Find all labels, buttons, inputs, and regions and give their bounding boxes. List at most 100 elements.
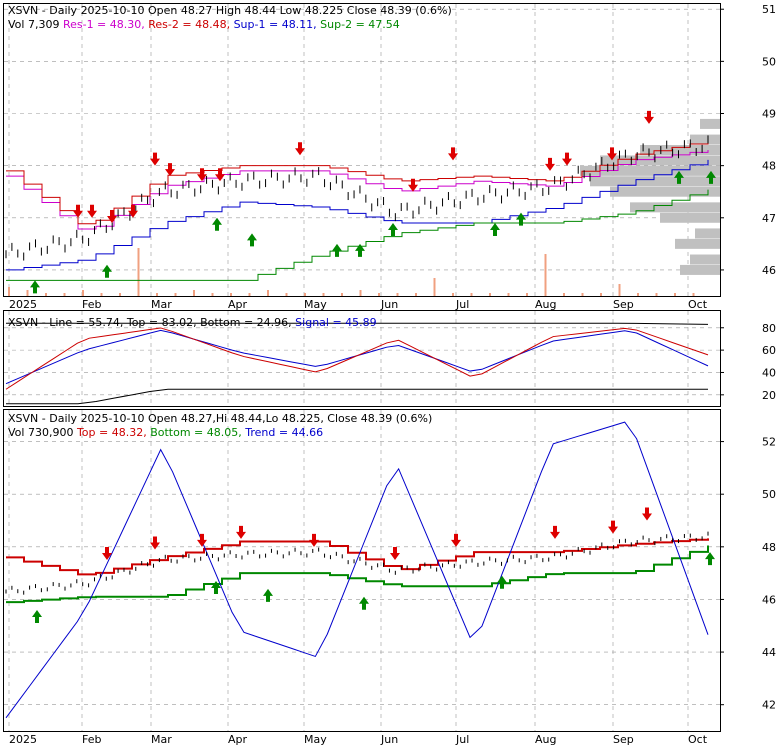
top-panel-header-1: XSVN - Daily 2025-10-10 Open 48.27 High … [8, 4, 452, 17]
bottom-panel-header-1: XSVN - Daily 2025-10-10 Open 48.27,Hi 48… [8, 412, 432, 425]
down-arrow [197, 168, 207, 182]
volume-profile-bar [660, 212, 720, 223]
x-tick-label: Feb [82, 298, 101, 311]
volume-bar [156, 293, 158, 296]
volume-bar [507, 293, 510, 296]
volume-profile-bar [695, 228, 720, 239]
bottom-ytick-label: 46 [762, 593, 776, 606]
up-arrow [388, 223, 398, 236]
volume-bar [119, 293, 121, 296]
volume-bar [248, 293, 251, 296]
volume-bar [581, 293, 584, 296]
top-ytick-label: 47 [762, 212, 776, 225]
volume-bar [174, 293, 177, 296]
down-arrow [102, 546, 112, 560]
volume-bar [618, 284, 621, 296]
header-part: Signal = 45.89 [292, 316, 377, 329]
top-ytick-label: 46 [762, 264, 776, 277]
x-tick-label: Jun [380, 298, 398, 311]
down-arrow [107, 210, 117, 223]
header-part: Res-2 = 48.48, [145, 18, 230, 31]
x-tick-label: Jul [455, 733, 469, 745]
down-arrow [642, 507, 652, 521]
bottom-panel-frame [3, 409, 721, 732]
volume-bar [415, 293, 417, 296]
header-part: Top = 48.32, [73, 426, 146, 439]
down-arrow [150, 152, 160, 166]
down-arrow [309, 533, 319, 547]
down-arrow [390, 546, 400, 560]
down-arrow [644, 110, 654, 124]
up-arrow [211, 581, 221, 595]
middle-ytick-label: 40 [762, 366, 776, 379]
header-part: Vol 7,309 [8, 18, 59, 31]
bottom-level-line [6, 545, 709, 604]
volume-bar [544, 254, 547, 296]
up-arrow [516, 212, 526, 226]
volume-bar [600, 293, 602, 296]
header-part: Top = 83.02, [123, 316, 196, 329]
x-tick-label: Mar [151, 298, 172, 311]
volume-bar [452, 293, 454, 296]
volume-profile-bar [610, 186, 720, 197]
down-arrow [408, 178, 418, 192]
up-arrow [497, 575, 507, 589]
down-arrow [150, 536, 160, 550]
volume-profile-bar [600, 155, 720, 166]
header-part: Vol 730,900 [8, 426, 73, 439]
down-arrow [215, 168, 225, 182]
x-tick-label: Feb [82, 733, 101, 745]
volume-bar [433, 278, 436, 296]
bottom-panel-header-2: Vol 730,900 Top = 48.32, Bottom = 48.05,… [8, 426, 323, 439]
x-tick-label: May [304, 298, 327, 311]
up-arrow [263, 588, 273, 602]
top-ytick-label: 48 [762, 160, 776, 173]
down-arrow [295, 142, 305, 156]
x-tick-label: Aug [535, 733, 556, 745]
down-arrow [197, 533, 207, 547]
volume-profile-bar [590, 176, 720, 187]
oscillator-line [5, 327, 709, 390]
bottom-ytick-label: 44 [762, 646, 776, 659]
down-arrow [128, 204, 138, 218]
volume-bar [230, 293, 232, 296]
bottom-ytick-label: 50 [762, 488, 776, 501]
up-arrow [355, 243, 365, 257]
up-arrow [332, 243, 342, 257]
volume-bar [359, 290, 362, 296]
volume-bar [637, 293, 639, 296]
top-panel-frame [3, 3, 721, 297]
bottom-ytick-label: 42 [762, 699, 776, 712]
top-band-line [6, 322, 709, 325]
header-part: Res-1 = 48.30, [59, 18, 144, 31]
bottom-band-line [6, 388, 709, 405]
signal-line [5, 329, 709, 385]
volume-profile-bar [690, 254, 720, 265]
volume-bar [378, 293, 380, 296]
x-tick-label: Oct [688, 733, 708, 745]
down-arrow [236, 525, 246, 539]
x-tick-label: Jun [380, 733, 398, 745]
volume-bar [341, 293, 343, 296]
volume-bar [563, 293, 565, 296]
volume-bar [692, 293, 695, 296]
middle-ytick-label: 20 [762, 389, 776, 402]
middle-ytick-label: 60 [762, 344, 776, 357]
top-panel-header-2: Vol 7,309 Res-1 = 48.30, Res-2 = 48.48, … [8, 18, 400, 31]
volume-profile-bar [640, 145, 720, 155]
x-tick-label: Aug [535, 298, 556, 311]
up-arrow [30, 280, 40, 294]
x-tick-label: Sep [613, 298, 634, 311]
up-arrow [706, 170, 716, 184]
x-tick-label: May [304, 733, 327, 745]
up-arrow [102, 264, 112, 278]
up-arrow [674, 170, 684, 184]
down-arrow [562, 152, 572, 166]
up-arrow [490, 223, 500, 236]
volume-bar [100, 293, 103, 296]
top-ytick-label: 51 [762, 3, 776, 16]
header-part: XSVN - Line = 55.74, [8, 316, 123, 329]
volume-profile-bar [690, 134, 720, 145]
